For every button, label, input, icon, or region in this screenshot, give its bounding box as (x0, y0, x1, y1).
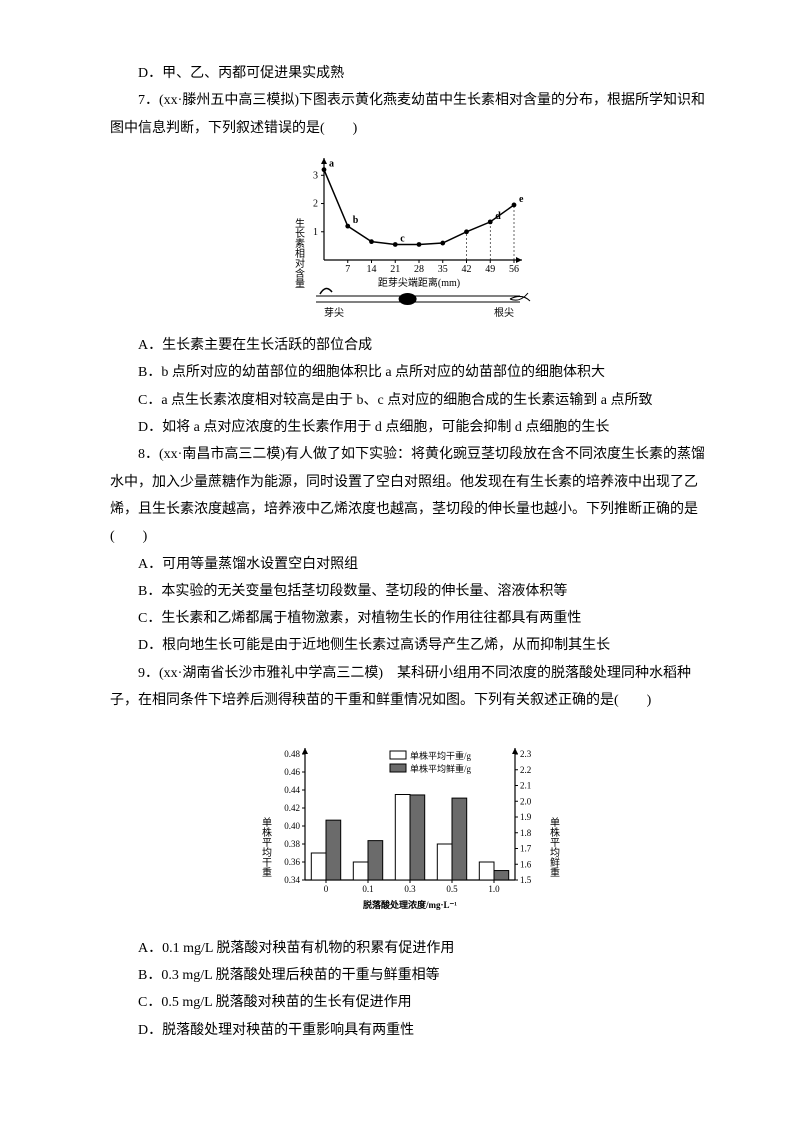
svg-text:1.7: 1.7 (520, 844, 532, 854)
q6-option-d: D．甲、乙、丙都可促进果实成熟 (110, 60, 710, 87)
svg-text:根尖: 根尖 (494, 306, 514, 318)
svg-text:单株平均鲜重/g: 单株平均鲜重/g (410, 763, 472, 774)
svg-text:1: 1 (313, 227, 318, 238)
svg-text:a: a (329, 159, 334, 170)
q8-stem: 8．(xx·南昌市高三二模)有人做了如下实验：将黄化豌豆茎切段放在含不同浓度生长… (110, 441, 710, 550)
q7-stem: 7．(xx·滕州五中高三模拟)下图表示黄化燕麦幼苗中生长素相对含量的分布，根据所… (110, 87, 710, 142)
svg-text:e: e (519, 194, 524, 205)
svg-text:d: d (495, 211, 501, 222)
svg-text:芽尖: 芽尖 (324, 306, 344, 318)
svg-text:c: c (400, 233, 405, 244)
svg-text:0.1: 0.1 (362, 884, 373, 894)
svg-text:42: 42 (462, 264, 472, 275)
q8-option-a: A．可用等量蒸馏水设置空白对照组 (110, 551, 710, 578)
svg-text:7: 7 (345, 264, 350, 275)
svg-text:b: b (353, 215, 359, 226)
svg-text:生长素相对含量: 生长素相对含量 (293, 217, 305, 288)
svg-text:35: 35 (438, 264, 448, 275)
q8-option-b: B．本实验的无关变量包括茎切段数量、茎切段的伸长量、溶液体积等 (110, 578, 710, 605)
svg-text:0: 0 (324, 884, 329, 894)
svg-text:49: 49 (485, 264, 495, 275)
svg-text:单株平均鲜重: 单株平均鲜重 (548, 817, 560, 877)
q9-option-c: C．0.5 mg/L 脱落酸对秧苗的生长有促进作用 (110, 989, 710, 1016)
svg-text:0.44: 0.44 (284, 785, 300, 795)
q8-option-c: C．生长素和乙烯都属于植物激素，对植物生长的作用往往都具有两重性 (110, 605, 710, 632)
svg-text:0.5: 0.5 (446, 884, 458, 894)
svg-text:2.3: 2.3 (520, 749, 532, 759)
svg-text:1.6: 1.6 (520, 860, 532, 870)
svg-text:0.36: 0.36 (284, 857, 300, 867)
svg-text:单株平均干重/g: 单株平均干重/g (410, 750, 472, 761)
svg-text:0.48: 0.48 (284, 749, 300, 759)
q9-option-d: D．脱落酸处理对秧苗的干重影响具有两重性 (110, 1017, 710, 1044)
svg-text:14: 14 (367, 264, 377, 275)
svg-text:56: 56 (509, 264, 519, 275)
svg-text:1.5: 1.5 (520, 875, 532, 885)
svg-text:0.3: 0.3 (404, 884, 416, 894)
q8-option-d: D．根向地生长可能是由于近地侧生长素过高诱导产生乙烯，从而抑制其生长 (110, 632, 710, 659)
q7-option-b: B．b 点所对应的幼苗部位的细胞体积比 a 点所对应的幼苗部位的细胞体积大 (110, 359, 710, 386)
svg-text:2.1: 2.1 (520, 781, 531, 791)
q7-option-a: A．生长素主要在生长活跃的部位合成 (110, 332, 710, 359)
svg-text:0.46: 0.46 (284, 767, 300, 777)
q9-option-b: B．0.3 mg/L 脱落酸处理后秧苗的干重与鲜重相等 (110, 962, 710, 989)
svg-text:1.0: 1.0 (488, 884, 500, 894)
svg-text:0.38: 0.38 (284, 839, 300, 849)
q7-figure: 1 2 3 7 14 21 28 35 42 49 56 a b c d e 生长素相对含量距芽尖端距离(mm)… (110, 148, 710, 328)
svg-text:0.42: 0.42 (284, 803, 300, 813)
svg-text:脱落酸处理浓度/mg·L⁻¹: 脱落酸处理浓度/mg·L⁻¹ (363, 899, 457, 910)
q7-option-c: C．a 点生长素浓度相对较高是由于 b、c 点对应的细胞合成的生长素运输到 a … (110, 387, 710, 414)
q9-stem: 9．(xx·湖南省长沙市雅礼中学高三二模) 某科研小组用不同浓度的脱落酸处理同种… (110, 660, 710, 715)
svg-text:21: 21 (390, 264, 400, 275)
svg-text:1.8: 1.8 (520, 828, 532, 838)
q9-figure: 0.34 0.36 0.38 0.40 0.42 0.44 0.46 0.48 1.5 1.6 1.… (110, 720, 710, 930)
svg-text:28: 28 (414, 264, 424, 275)
svg-text:2: 2 (313, 198, 318, 209)
svg-text:2.0: 2.0 (520, 797, 532, 807)
q7-option-d: D．如将 a 点对应浓度的生长素作用于 d 点细胞，可能会抑制 d 点细胞的生长 (110, 414, 710, 441)
svg-text:2.2: 2.2 (520, 765, 531, 775)
svg-text:1.9: 1.9 (520, 812, 532, 822)
svg-text:距芽尖端距离(mm): 距芽尖端距离(mm) (378, 276, 460, 289)
svg-text:3: 3 (313, 170, 318, 181)
q9-option-a: A．0.1 mg/L 脱落酸对秧苗有机物的积累有促进作用 (110, 935, 710, 962)
svg-text:0.34: 0.34 (284, 875, 300, 885)
svg-text:0.40: 0.40 (284, 821, 300, 831)
svg-text:单株平均干重: 单株平均干重 (260, 817, 272, 877)
